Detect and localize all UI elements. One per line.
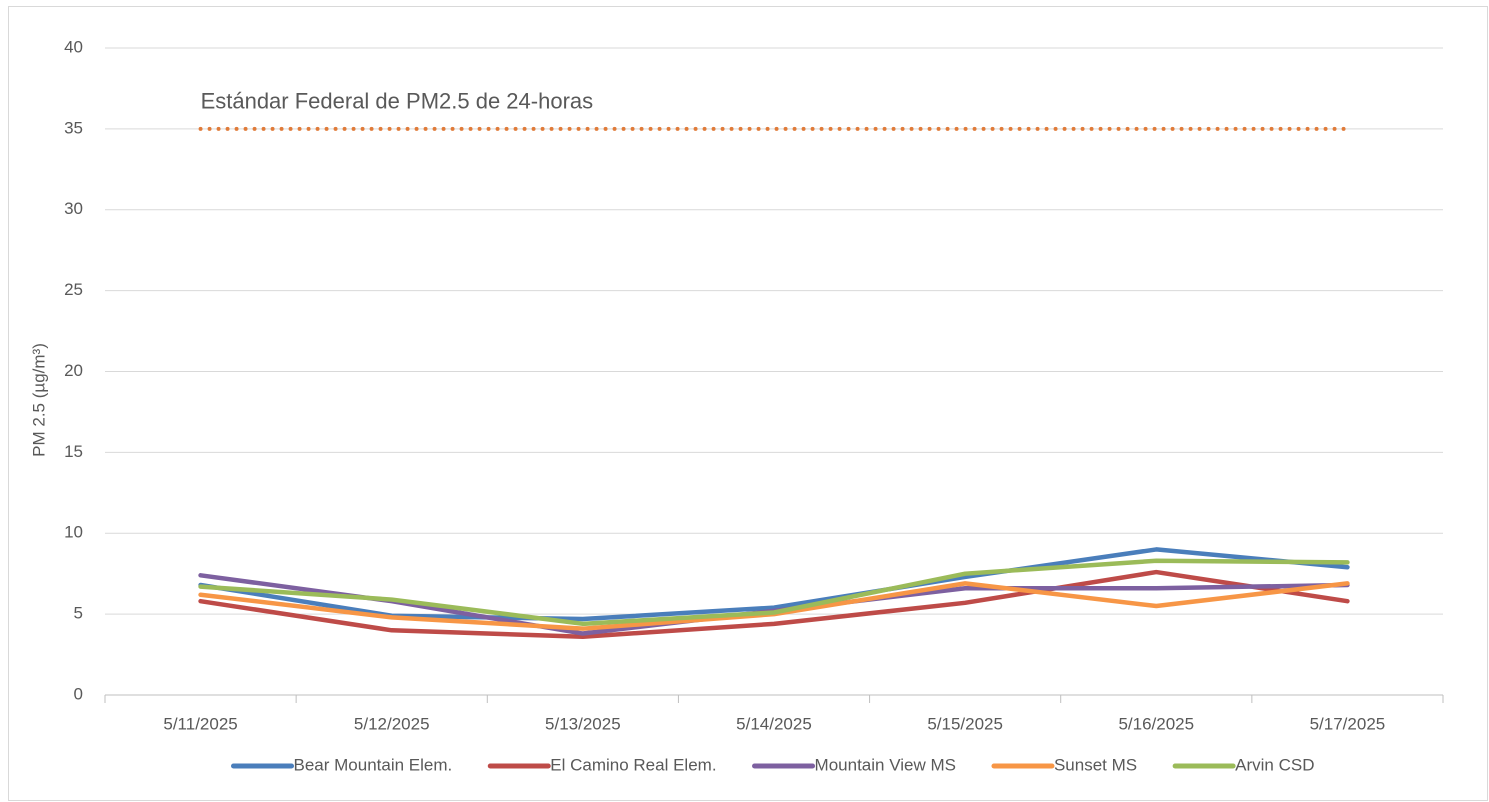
legend-label: Bear Mountain Elem. (294, 755, 453, 774)
y-tick-label: 10 (64, 523, 83, 542)
x-tick-label: 5/14/2025 (736, 714, 812, 733)
y-tick-label: 40 (64, 37, 83, 56)
x-tick-label: 5/16/2025 (1118, 714, 1194, 733)
x-tick-label: 5/17/2025 (1310, 714, 1386, 733)
y-tick-label: 30 (64, 199, 83, 218)
x-tick-label: 5/13/2025 (545, 714, 621, 733)
y-tick-label: 25 (64, 280, 83, 299)
legend-label: Arvin CSD (1235, 755, 1314, 774)
x-tick-label: 5/11/2025 (163, 714, 237, 733)
legend: Bear Mountain Elem. El Camino Real Elem. M… (231, 755, 1314, 774)
legend-label: Mountain View MS (815, 755, 956, 774)
y-tick-label: 20 (64, 361, 83, 380)
y-axis-label: PM 2.5 (µg/m³) (29, 343, 48, 457)
series-line (198, 569, 1350, 640)
legend-label: Sunset MS (1054, 755, 1137, 774)
y-tick-label: 5 (74, 604, 83, 623)
legend-label: El Camino Real Elem. (550, 755, 716, 774)
x-tick-label: 5/15/2025 (927, 714, 1003, 733)
y-tick-label: 15 (64, 442, 83, 461)
y-tick-label: 0 (74, 684, 83, 703)
reference-label: Estándar Federal de PM2.5 de 24-horas (201, 89, 594, 114)
chart-border (8, 6, 1488, 801)
y-tick-label: 35 (64, 118, 83, 137)
series-line (198, 558, 1350, 627)
x-tick-label: 5/12/2025 (354, 714, 430, 733)
